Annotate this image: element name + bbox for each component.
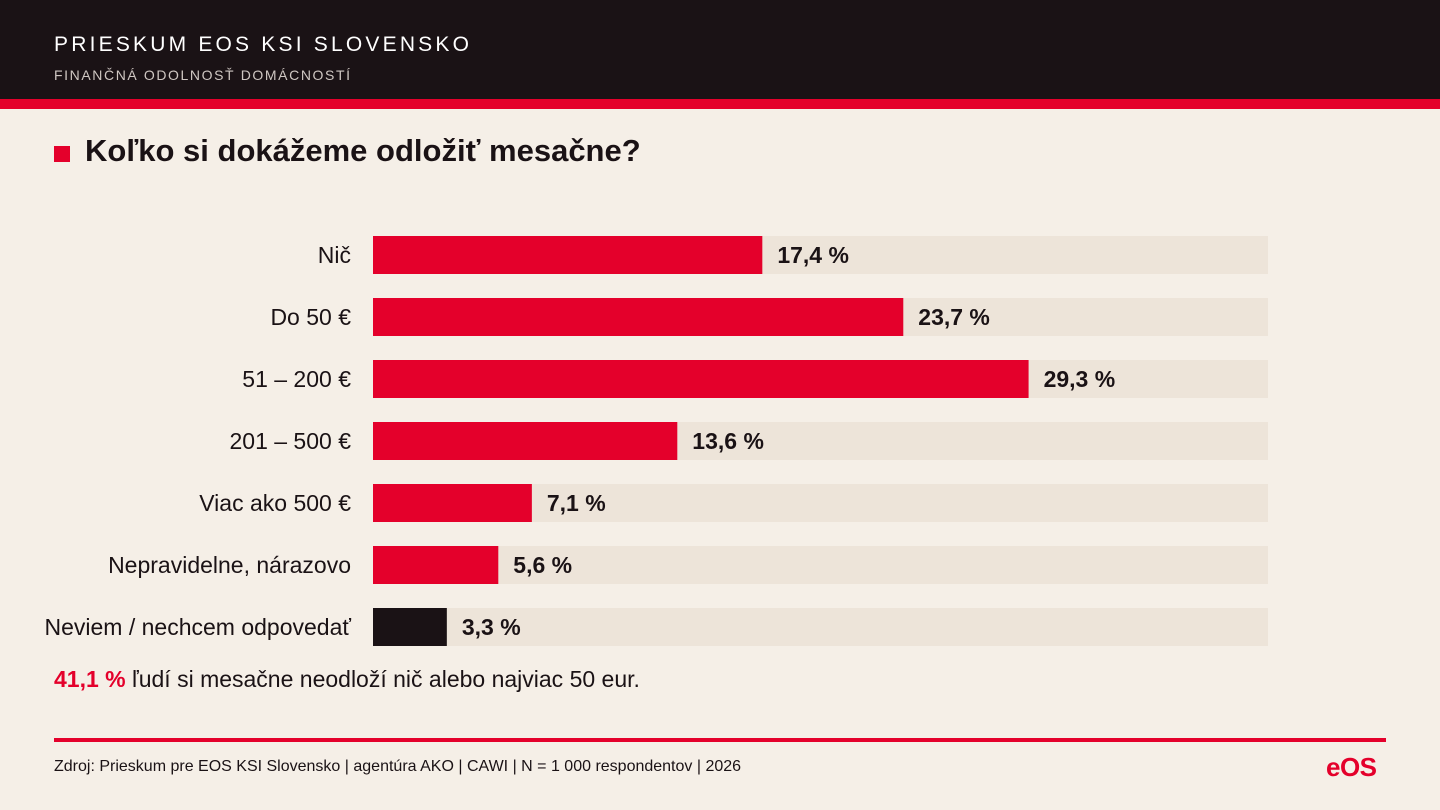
bar (373, 360, 1029, 398)
category-label: 201 – 500 € (229, 428, 351, 454)
bar (373, 484, 532, 522)
eos-logo: eOS (1326, 752, 1377, 782)
header-bar: PRIESKUM EOS KSI SLOVENSKO FINANČNÁ ODOL… (0, 0, 1440, 99)
category-label: Nič (318, 242, 351, 268)
bar (373, 608, 447, 646)
category-label: Viac ako 500 € (199, 490, 351, 516)
summary-highlight: 41,1 % (54, 666, 126, 692)
category-label: Nepravidelne, nárazovo (108, 552, 351, 578)
summary-text: ľudí si mesačne neodloží nič alebo najvi… (125, 666, 640, 692)
category-label: Neviem / nechcem odpovedať (44, 614, 351, 640)
value-label: 17,4 % (777, 242, 849, 268)
bar-track (373, 608, 1268, 646)
title-square-icon (54, 146, 70, 162)
category-label: 51 – 200 € (242, 366, 351, 392)
footer-divider (54, 738, 1386, 742)
value-label: 7,1 % (547, 490, 606, 516)
value-label: 23,7 % (918, 304, 990, 330)
survey-subtitle: FINANČNÁ ODOLNOSŤ DOMÁCNOSTÍ (54, 67, 352, 83)
chart-title: Koľko si dokážeme odložiť mesačne? (85, 133, 641, 168)
bar (373, 422, 678, 460)
bar (373, 298, 904, 336)
summary-note: 41,1 % ľudí si mesačne neodloží nič aleb… (54, 666, 640, 693)
value-label: 13,6 % (692, 428, 764, 454)
source-note: Zdroj: Prieskum pre EOS KSI Slovensko | … (54, 758, 742, 775)
value-label: 3,3 % (462, 614, 521, 640)
bar-track (373, 546, 1268, 584)
value-label: 5,6 % (513, 552, 572, 578)
category-label: Do 50 € (270, 304, 351, 330)
bar (373, 236, 763, 274)
bar-chart: Nič 17,4 % Do 50 € 23,7 % 51 – 200 € 29,3 % 20… (44, 236, 1268, 646)
survey-title: PRIESKUM EOS KSI SLOVENSKO (54, 33, 473, 56)
value-label: 29,3 % (1044, 366, 1116, 392)
header-accent-stripe (0, 99, 1440, 109)
bar (373, 546, 499, 584)
